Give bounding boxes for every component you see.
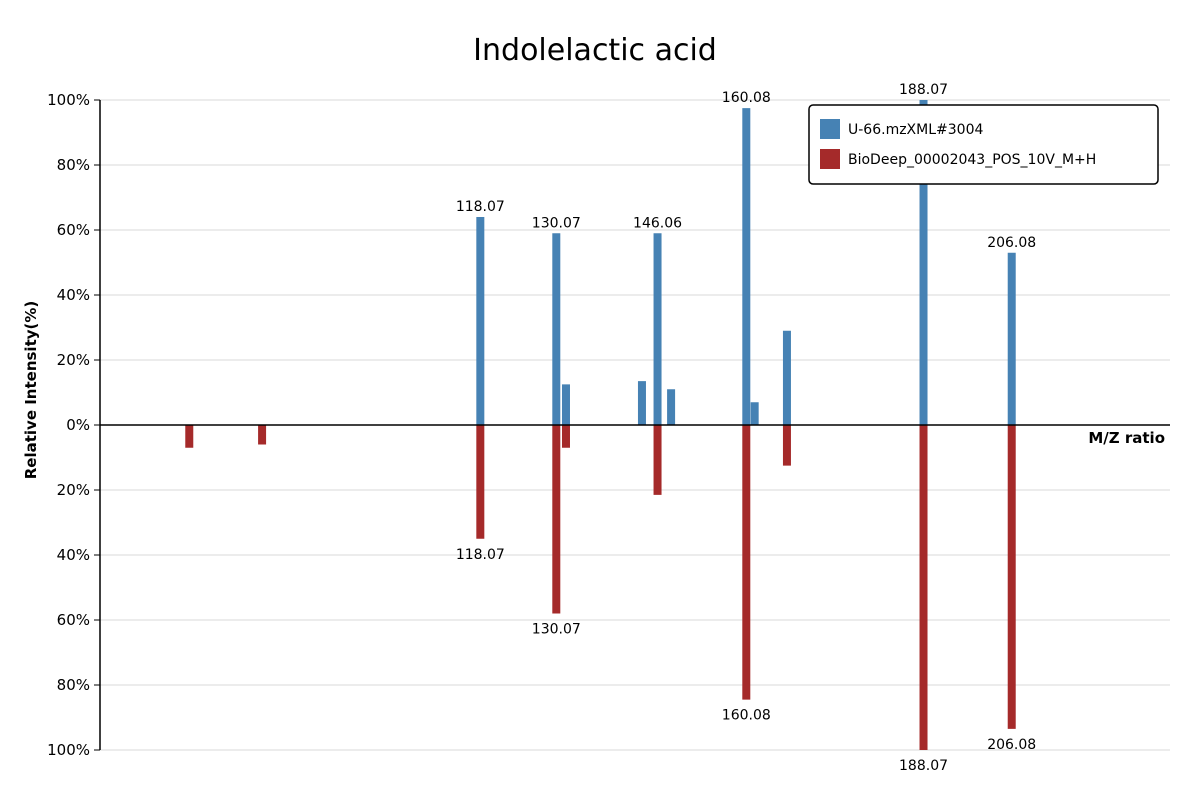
query-peak-label: 130.07 bbox=[532, 215, 581, 231]
grid bbox=[100, 99, 1170, 751]
y-tick-label: 80% bbox=[57, 676, 90, 694]
query-peak-bar bbox=[637, 381, 646, 425]
y-tick-label: 40% bbox=[57, 286, 90, 304]
reference-peak-label: 160.08 bbox=[722, 708, 771, 724]
y-tick-label: 80% bbox=[57, 156, 90, 174]
reference-peak-bar bbox=[258, 425, 267, 445]
legend-label-reference: BioDeep_00002043_POS_10V_M+H bbox=[848, 152, 1096, 168]
reference-peak-label: 206.08 bbox=[987, 737, 1036, 753]
y-tick-label: 60% bbox=[57, 611, 90, 629]
query-peak-bar bbox=[653, 233, 662, 425]
y-tick-label: 20% bbox=[57, 351, 90, 369]
peak-labels: 118.07 130.07 146.06 160.08 188.07 206.08 118.… bbox=[456, 82, 1036, 774]
legend-swatch-reference bbox=[820, 149, 840, 169]
query-peak-bar bbox=[750, 402, 759, 425]
query-peak-label: 206.08 bbox=[987, 235, 1036, 251]
reference-peak-bar bbox=[919, 425, 928, 750]
query-peak-bar bbox=[919, 100, 928, 425]
reference-peak-bar bbox=[782, 425, 791, 466]
legend-swatch-query bbox=[820, 119, 840, 139]
query-peak-bar bbox=[561, 384, 570, 425]
reference-peak-bar bbox=[561, 425, 570, 448]
reference-peak-bar bbox=[476, 425, 485, 539]
legend-box bbox=[808, 104, 1159, 185]
query-peak-label: 160.08 bbox=[722, 90, 771, 106]
query-peak-label: 146.06 bbox=[633, 215, 682, 231]
y-tick-label: 40% bbox=[57, 546, 90, 564]
query-peak-label: 188.07 bbox=[899, 82, 948, 98]
query-peak-bar bbox=[742, 108, 751, 425]
reference-peak-label: 118.07 bbox=[456, 547, 505, 563]
legend: U-66.mzXML#3004 BioDeep_00002043_POS_10V… bbox=[808, 104, 1159, 185]
query-peak-bar bbox=[1007, 252, 1016, 425]
query-peak-label: 118.07 bbox=[456, 199, 505, 215]
reference-peak-label: 188.07 bbox=[899, 758, 948, 774]
y-tick-label: 20% bbox=[57, 481, 90, 499]
y-tick-labels: 100% 80% 60% 40% 20% 0% 20% 40% 60% 80% 100% bbox=[47, 91, 100, 759]
reference-peak-bar bbox=[552, 425, 561, 614]
reference-peak-bar bbox=[1007, 425, 1016, 729]
reference-peak-bar bbox=[742, 425, 751, 700]
reference-peak-label: 130.07 bbox=[532, 622, 581, 638]
legend-label-query: U-66.mzXML#3004 bbox=[848, 122, 983, 138]
x-axis-title: M/Z ratio bbox=[1088, 429, 1165, 447]
query-peak-bar bbox=[476, 217, 485, 425]
y-tick-label: 0% bbox=[66, 416, 90, 434]
reference-peak-bar bbox=[653, 425, 662, 495]
query-peak-bar bbox=[552, 233, 561, 425]
y-axis-title: Relative Intensity(%) bbox=[22, 301, 40, 480]
y-tick-label: 100% bbox=[47, 741, 90, 759]
query-peak-bar bbox=[667, 389, 676, 425]
y-tick-label: 100% bbox=[47, 91, 90, 109]
peak-bars bbox=[185, 100, 1016, 750]
y-tick-label: 60% bbox=[57, 221, 90, 239]
query-peak-bar bbox=[782, 330, 791, 425]
reference-peak-bar bbox=[185, 425, 194, 448]
chart-title: Indolelactic acid bbox=[473, 33, 717, 68]
